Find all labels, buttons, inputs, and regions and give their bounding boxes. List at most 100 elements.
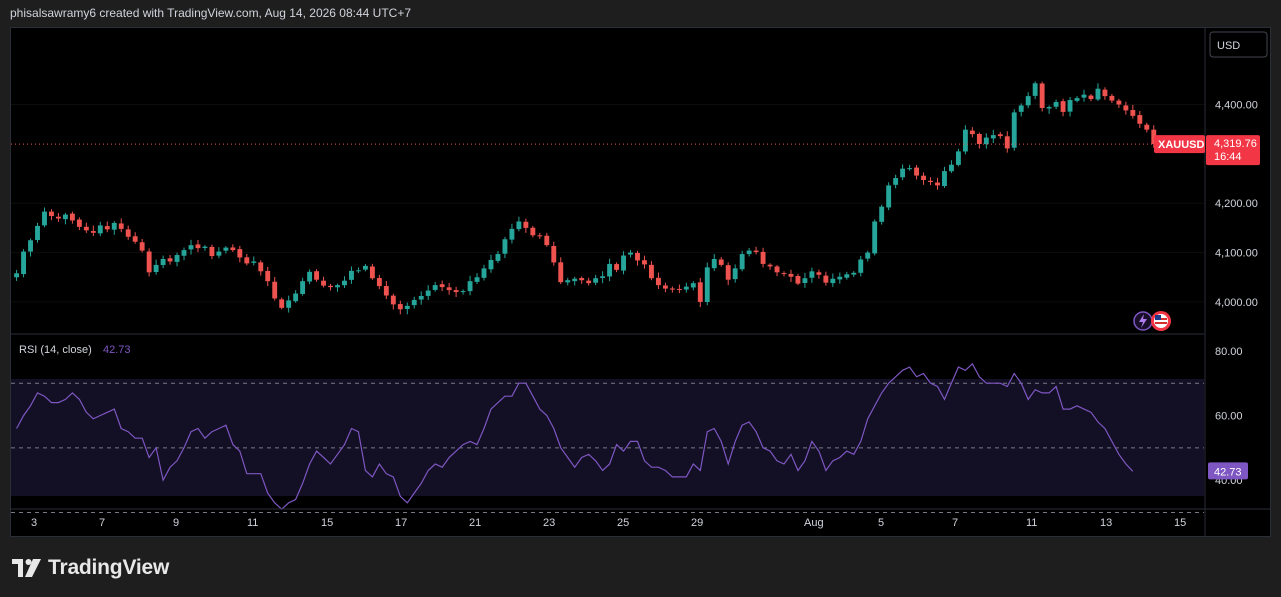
- candle: [928, 177, 933, 186]
- candle-body: [614, 264, 620, 270]
- candle-body: [216, 251, 222, 256]
- candle: [969, 127, 975, 138]
- candle: [1088, 94, 1094, 102]
- candle-body: [600, 276, 606, 278]
- time-tick-label: 11: [247, 517, 258, 529]
- candle: [781, 271, 787, 277]
- candle: [167, 255, 173, 265]
- candle: [1102, 87, 1108, 100]
- candle-body: [593, 278, 599, 283]
- candle-body: [537, 235, 543, 237]
- candle-body: [760, 251, 766, 264]
- flash-icon[interactable]: [1133, 311, 1153, 331]
- candle-body: [565, 280, 571, 283]
- candle-body: [1074, 98, 1080, 101]
- candle-body: [921, 175, 926, 181]
- candle: [662, 282, 668, 293]
- candle-body: [1144, 124, 1150, 130]
- candle: [739, 250, 745, 272]
- candle-body: [439, 284, 445, 288]
- candle: [530, 225, 536, 238]
- chart-canvas[interactable]: USD 4,400.00 4,200.00 4,100.00 4,000.00 80.…: [11, 28, 1270, 536]
- candle: [1095, 83, 1101, 102]
- candle-body: [446, 287, 452, 291]
- symbol-tag: XAUUSD: [1154, 135, 1205, 154]
- candle-body: [35, 225, 40, 241]
- candle: [837, 272, 843, 284]
- tradingview-logo[interactable]: TradingView: [12, 555, 169, 581]
- chart-frame[interactable]: USD 4,400.00 4,200.00 4,100.00 4,000.00 80.…: [10, 27, 1271, 537]
- candle: [153, 259, 159, 275]
- candle-body: [432, 285, 438, 290]
- candle: [886, 182, 892, 211]
- time-tick-label: 7: [99, 517, 105, 529]
- candle-body: [118, 223, 124, 229]
- time-tick-label: 17: [395, 517, 407, 529]
- candle-body: [551, 246, 557, 263]
- candle: [223, 246, 229, 254]
- candle: [1067, 97, 1073, 117]
- candle: [642, 255, 647, 269]
- candle: [502, 236, 508, 259]
- candle: [69, 211, 75, 224]
- candle: [935, 177, 940, 190]
- candle: [558, 257, 564, 285]
- tradingview-logo-text: TradingView: [48, 556, 170, 579]
- candle: [697, 277, 703, 308]
- candle-body: [230, 247, 236, 251]
- candle-body: [202, 246, 208, 249]
- rsi-line: [16, 362, 1134, 511]
- rsi-value-tag: 42.73: [1208, 462, 1248, 480]
- candle-body: [28, 240, 33, 252]
- candle: [683, 282, 689, 293]
- candle-body: [321, 280, 326, 286]
- rsi-tick-label: 80.00: [1215, 346, 1243, 358]
- candle-body: [851, 272, 857, 275]
- time-tick-label: 15: [321, 517, 333, 529]
- candle-body: [823, 275, 829, 283]
- candle-body: [383, 286, 389, 296]
- candle: [230, 244, 236, 252]
- candle-body: [558, 262, 564, 283]
- candle-body: [607, 263, 613, 277]
- time-tick-label: 25: [617, 517, 629, 529]
- candle-body: [642, 260, 647, 265]
- us-flag-icon[interactable]: [1151, 311, 1171, 331]
- candle: [1081, 89, 1087, 102]
- candle-body: [314, 271, 320, 280]
- candle-body: [481, 268, 487, 278]
- candle-body: [160, 258, 166, 266]
- candle: [90, 225, 96, 237]
- time-tick-label: 9: [173, 517, 179, 529]
- candle-body: [21, 251, 26, 275]
- candle-body: [767, 264, 773, 267]
- candle-body: [174, 255, 180, 262]
- candle-body: [1095, 88, 1101, 100]
- rsi-tick-label: 60.00: [1215, 411, 1243, 423]
- candle-body: [907, 168, 913, 170]
- candle: [600, 271, 606, 284]
- candle: [955, 148, 961, 167]
- candle: [481, 264, 487, 281]
- currency-button[interactable]: USD: [1209, 31, 1268, 58]
- candle-body: [1046, 106, 1052, 109]
- candle-body: [474, 277, 480, 282]
- candle-body: [1151, 129, 1157, 145]
- candle-body: [251, 261, 257, 263]
- candle: [1011, 109, 1017, 151]
- candle-body: [139, 242, 145, 251]
- candle-body: [181, 250, 187, 256]
- candle: [446, 282, 452, 295]
- rsi-levels: [11, 382, 1204, 513]
- candle: [397, 300, 403, 315]
- candle-body: [865, 252, 871, 259]
- candle: [1130, 104, 1136, 119]
- candle-body: [376, 278, 382, 287]
- candle: [467, 275, 473, 296]
- candle-body: [328, 285, 333, 288]
- time-tick-label: 23: [543, 517, 555, 529]
- candle-body: [1067, 100, 1073, 112]
- candle: [35, 222, 40, 243]
- candle-body: [774, 266, 780, 273]
- candle-body: [816, 272, 822, 275]
